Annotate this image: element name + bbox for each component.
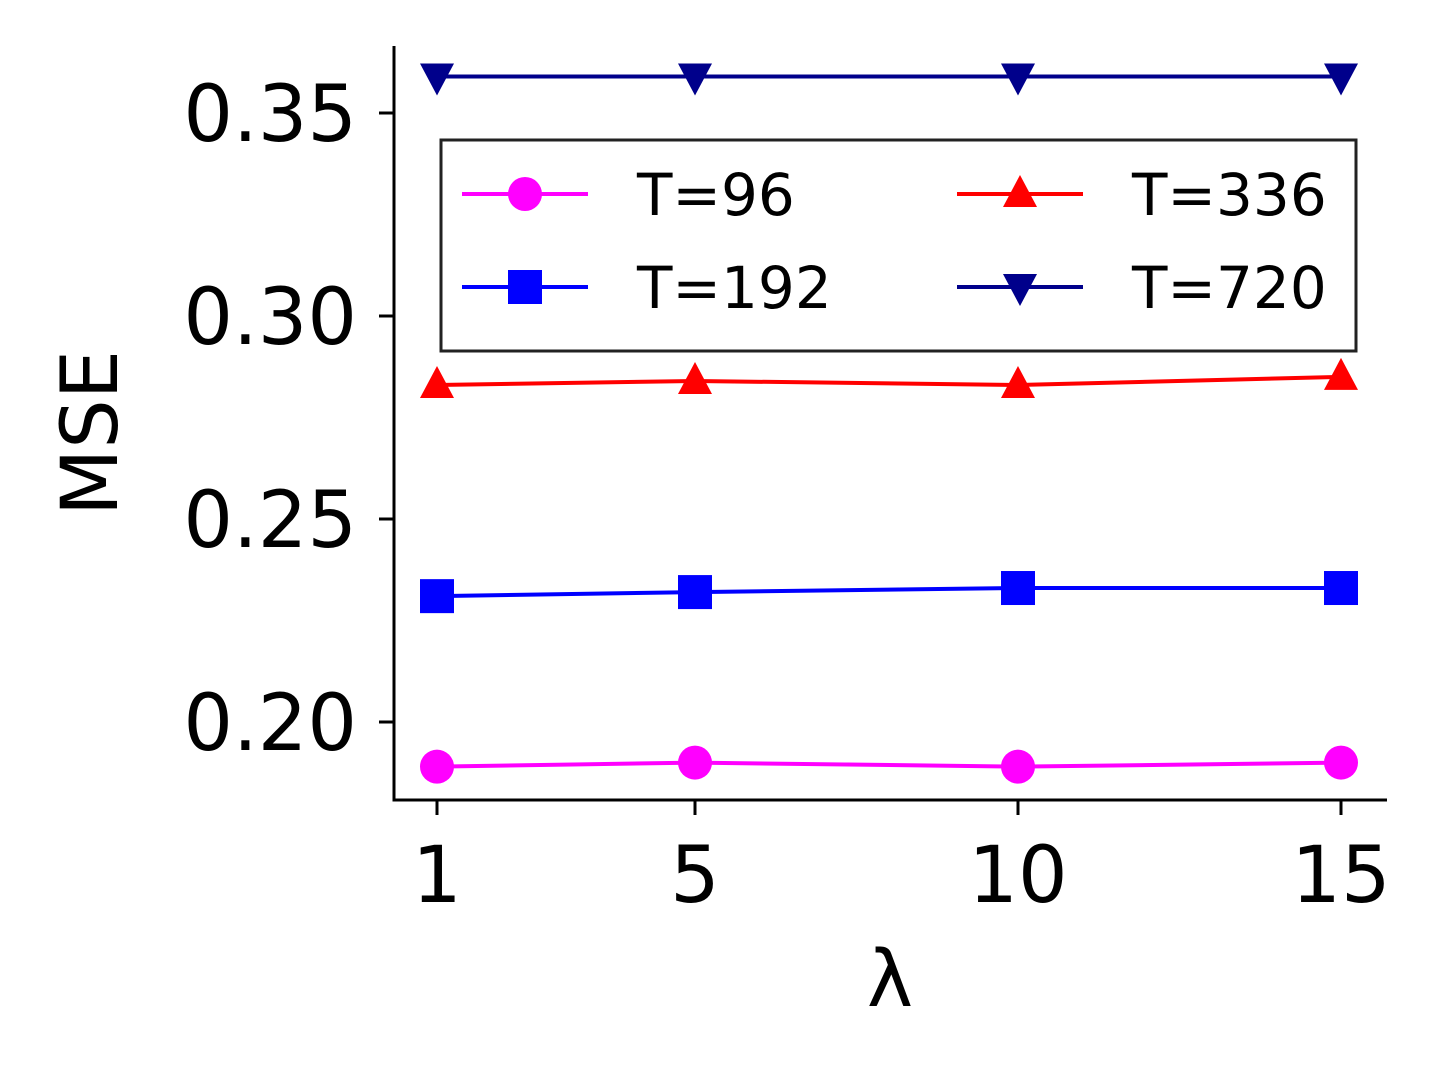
data-point-t-96 <box>678 745 712 780</box>
series-t-336 <box>420 357 1358 399</box>
data-point-t-720 <box>678 63 712 96</box>
y-tick-label: 0.30 <box>183 273 357 363</box>
data-point-t-336 <box>1001 366 1035 399</box>
data-point-t-96 <box>1324 745 1358 780</box>
data-point-t-192 <box>420 579 454 614</box>
legend-marker <box>1003 274 1037 306</box>
data-point-t-192 <box>1001 571 1035 606</box>
data-point-t-336 <box>678 361 712 394</box>
data-point-t-96 <box>420 749 454 784</box>
legend-item-t-192: T=192 <box>462 254 832 322</box>
series-line-t-96 <box>436 760 1342 769</box>
x-tick-label: 1 <box>412 831 462 921</box>
data-point-t-720 <box>1001 63 1035 96</box>
series-t-192 <box>420 571 1358 614</box>
legend-marker <box>1003 175 1037 207</box>
x-tick-label: 5 <box>670 831 720 921</box>
legend-frame <box>439 138 1358 353</box>
legend-marker <box>508 270 542 304</box>
data-point-t-192 <box>1324 571 1358 606</box>
legend: T=96 T=192 T=336 T=720 <box>439 138 1358 353</box>
series-line-t-336 <box>436 374 1342 388</box>
data-point-t-336 <box>420 366 454 399</box>
y-ticks: 0.20 0.25 0.30 0.35 <box>183 70 394 769</box>
data-point-t-720 <box>1324 63 1358 96</box>
series-t-720 <box>420 63 1358 96</box>
legend-marker <box>508 177 542 211</box>
x-tick-label: 10 <box>968 831 1067 921</box>
series-line-t-192 <box>436 586 1341 599</box>
data-point-t-96 <box>1001 749 1035 784</box>
legend-item-t-336: T=336 <box>957 161 1327 229</box>
y-tick-label: 0.35 <box>183 70 357 160</box>
x-ticks: 1 5 10 15 <box>412 800 1391 921</box>
series-group <box>420 63 1358 784</box>
y-axis-label: MSE <box>46 350 136 516</box>
legend-label: T=96 <box>636 161 795 229</box>
legend-label: T=336 <box>1131 161 1327 229</box>
x-axis-label: λ <box>867 935 913 1025</box>
y-tick-label: 0.20 <box>183 679 357 769</box>
data-point-t-192 <box>678 575 712 610</box>
legend-label: T=720 <box>1131 254 1327 322</box>
axes <box>392 46 1387 802</box>
legend-item-t-96: T=96 <box>462 161 795 229</box>
legend-label: T=192 <box>636 254 832 322</box>
series-t-96 <box>420 745 1358 784</box>
legend-item-t-720: T=720 <box>957 254 1327 322</box>
data-point-t-720 <box>420 63 454 96</box>
data-point-t-336 <box>1324 357 1358 390</box>
x-tick-label: 15 <box>1291 831 1390 921</box>
y-tick-label: 0.25 <box>183 476 357 566</box>
